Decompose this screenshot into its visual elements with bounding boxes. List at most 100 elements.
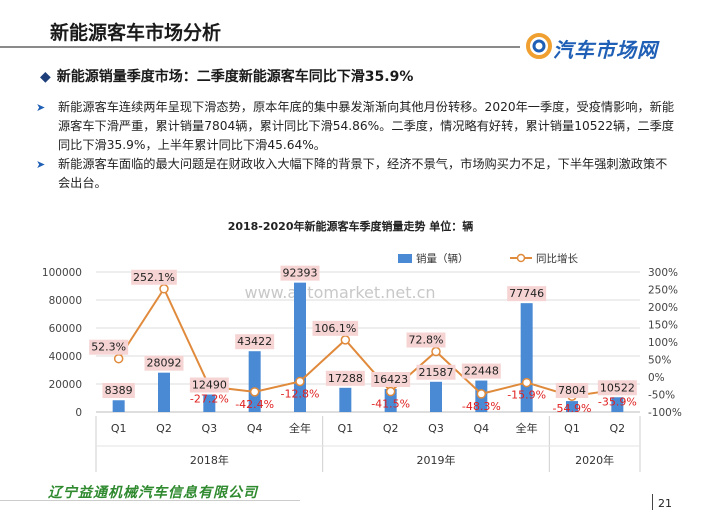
bar-value-label-bg xyxy=(102,383,135,398)
page-number: 21 xyxy=(658,497,672,510)
legend-label: 同比增长 xyxy=(536,252,578,265)
y-left-tick-label: 80000 xyxy=(49,295,82,307)
bar-value-label-bg xyxy=(325,370,365,386)
diamond-icon: ◆ xyxy=(40,69,51,85)
growth-value-label: 72.8% xyxy=(409,334,444,347)
x-tick-label: Q1 xyxy=(111,422,127,435)
watermark-text: www.automarket.net.cn xyxy=(244,283,435,302)
growth-value-label: -35.9% xyxy=(598,396,637,409)
growth-value-label: 52.3% xyxy=(91,341,126,354)
group-label: 2018年 xyxy=(190,453,229,467)
bar-value-label-bg xyxy=(461,363,501,379)
growth-point xyxy=(113,353,124,364)
y-right-tick-label: 100% xyxy=(648,337,678,349)
x-tick-label: Q4 xyxy=(247,422,263,435)
growth-point xyxy=(521,377,532,388)
company-name: 辽宁益通机械汽车信息有限公司 xyxy=(48,485,258,501)
y-right-tick-label: 200% xyxy=(648,302,678,314)
y-right-tick-label: 300% xyxy=(648,267,678,279)
bullet-item: ➤ 新能源客车面临的最大问题是在财政收入大幅下降的背景下，经济不景气，市场购买力… xyxy=(36,155,676,193)
x-tick-label: Q1 xyxy=(564,422,580,435)
title-divider xyxy=(0,46,520,48)
x-tick-label: 全年 xyxy=(289,421,311,435)
bar-value-label-bg xyxy=(189,377,229,393)
y-left-tick-label: 60000 xyxy=(49,323,82,335)
bar-value-label: 28092 xyxy=(147,357,182,370)
bar-value-label: 77746 xyxy=(509,287,544,300)
bullet-item: ➤ 新能源客车连续两年呈现下滑态势，原本年底的集中暴发渐渐向其他月份转移。202… xyxy=(36,98,676,155)
legend-label: 销量（辆） xyxy=(416,252,469,265)
x-tick-label: Q2 xyxy=(156,422,172,435)
growth-point xyxy=(249,387,260,397)
legend-swatch-bar xyxy=(398,254,412,263)
chart-title: 2018-2020年新能源客车季度销量走势 单位：辆 xyxy=(227,220,474,233)
bar xyxy=(430,381,442,412)
growth-value-label: 252.1% xyxy=(133,271,175,284)
growth-value-label: -41.5% xyxy=(371,398,410,411)
group-label: 2019年 xyxy=(417,453,456,467)
bar-value-label: 10522 xyxy=(600,381,635,394)
bar-value-label-bg xyxy=(555,383,589,398)
growth-value-label: -27.2% xyxy=(190,393,229,406)
page-number-divider xyxy=(652,494,653,510)
x-tick-label: Q2 xyxy=(383,422,399,435)
bar-value-label: 22448 xyxy=(464,365,499,378)
bar-value-label: 21587 xyxy=(419,366,454,379)
x-tick-label: Q3 xyxy=(428,422,444,435)
growth-value-label: 106.1% xyxy=(314,322,356,335)
y-right-tick-label: -50% xyxy=(648,390,675,402)
legend-swatch-point xyxy=(516,253,526,263)
growth-value-label: -15.9% xyxy=(507,389,546,402)
bar-value-label-bg xyxy=(144,355,184,371)
bar xyxy=(611,397,624,412)
growth-point xyxy=(295,376,305,387)
growth-value-label: -12.8% xyxy=(281,387,320,400)
group-label: 2020年 xyxy=(575,453,614,467)
y-right-tick-label: -100% xyxy=(648,407,682,419)
bar-value-label: 17288 xyxy=(328,372,363,385)
y-left-tick-label: 100000 xyxy=(42,267,82,279)
growth-point xyxy=(431,346,441,357)
growth-value-label-bg xyxy=(312,320,359,336)
bar-value-label: 92393 xyxy=(283,267,318,280)
growth-value-label: -48.3% xyxy=(462,400,501,413)
growth-line xyxy=(117,286,618,398)
x-tick-label: Q2 xyxy=(609,422,625,435)
footer-divider xyxy=(0,500,300,501)
section-subtitle: ◆ 新能源销量季度市场：二季度新能源客车同比下滑35.9% xyxy=(40,66,413,86)
x-tick-label: Q3 xyxy=(201,422,217,435)
bar-value-label: 43422 xyxy=(237,335,272,348)
x-tick-label: Q4 xyxy=(473,422,489,435)
growth-value-label: -54.9% xyxy=(553,402,592,415)
logo-text: 汽车市场网 xyxy=(553,38,658,62)
bar xyxy=(158,372,170,412)
subtitle-text: 新能源销量季度市场：二季度新能源客车同比下滑35.9% xyxy=(56,69,414,85)
y-right-tick-label: 0% xyxy=(648,372,665,384)
y-left-tick-label: 0 xyxy=(75,407,82,419)
bar xyxy=(248,351,261,412)
bar xyxy=(339,387,352,412)
bullet-list: ➤ 新能源客车连续两年呈现下滑态势，原本年底的集中暴发渐渐向其他月份转移。202… xyxy=(36,98,676,193)
growth-value-label-bg xyxy=(89,339,129,355)
y-left-tick-label: 20000 xyxy=(49,379,82,391)
bar xyxy=(566,401,578,412)
bar-value-label-bg xyxy=(416,364,456,380)
logo-swirl-icon xyxy=(526,33,552,59)
x-tick-label: 全年 xyxy=(516,421,538,435)
arrow-bullet-icon: ➤ xyxy=(36,101,46,114)
bar-value-label: 16423 xyxy=(373,373,408,386)
growth-point xyxy=(159,284,169,294)
growth-point xyxy=(476,389,487,399)
growth-value-label: -42.4% xyxy=(235,398,274,411)
bar xyxy=(203,394,216,412)
bar-value-label: 8389 xyxy=(105,384,133,397)
growth-value-label-bg xyxy=(131,269,177,285)
growth-point xyxy=(385,386,396,397)
x-tick-label: Q1 xyxy=(337,422,353,435)
page-title: 新能源客车市场分析 xyxy=(50,22,222,44)
bar-value-label-bg xyxy=(371,372,411,388)
arrow-bullet-icon: ➤ xyxy=(36,158,46,171)
bar-value-label-bg xyxy=(235,334,275,350)
growth-value-label-bg xyxy=(406,332,446,348)
